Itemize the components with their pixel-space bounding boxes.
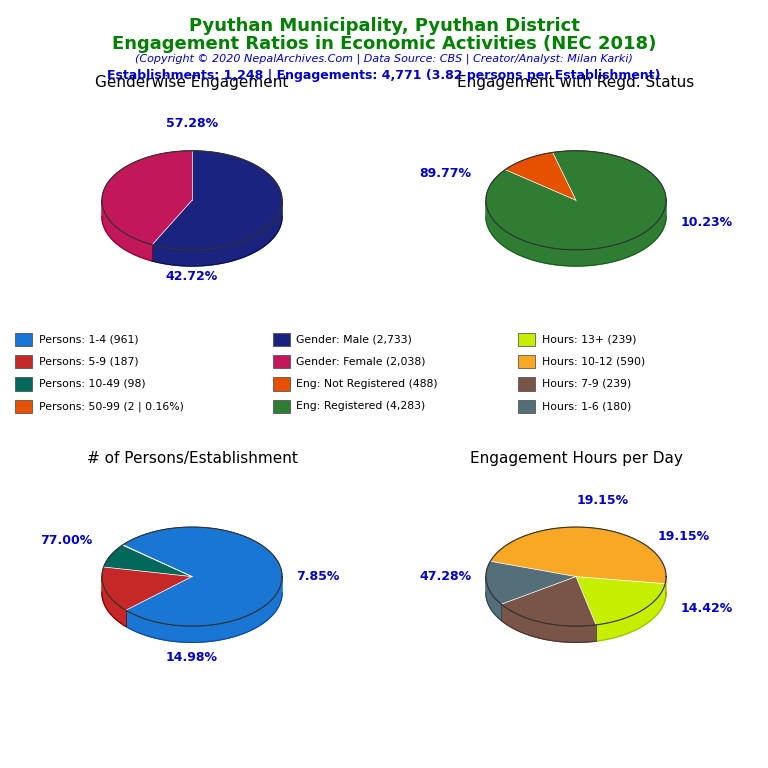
Text: (Copyright © 2020 NepalArchives.Com | Data Source: CBS | Creator/Analyst: Milan : (Copyright © 2020 NepalArchives.Com | Da… [135,54,633,65]
Text: Pyuthan Municipality, Pyuthan District: Pyuthan Municipality, Pyuthan District [189,17,579,35]
Polygon shape [126,577,282,642]
Title: # of Persons/Establishment: # of Persons/Establishment [87,451,297,466]
Polygon shape [102,151,192,245]
Polygon shape [123,527,282,626]
Text: 89.77%: 89.77% [419,167,472,180]
Text: Gender: Female (2,038): Gender: Female (2,038) [296,356,426,367]
Title: Engagement with Regd. Status: Engagement with Regd. Status [458,74,694,90]
Polygon shape [490,527,666,584]
Text: Persons: 50-99 (2 | 0.16%): Persons: 50-99 (2 | 0.16%) [39,401,184,412]
Text: Eng: Registered (4,283): Eng: Registered (4,283) [296,401,425,412]
Polygon shape [502,604,596,642]
Text: Persons: 10-49 (98): Persons: 10-49 (98) [39,379,146,389]
Text: Hours: 10-12 (590): Hours: 10-12 (590) [542,356,645,367]
Polygon shape [152,200,282,266]
Text: Engagement Ratios in Economic Activities (NEC 2018): Engagement Ratios in Economic Activities… [112,35,656,52]
Title: Engagement Hours per Day: Engagement Hours per Day [469,451,683,466]
Text: 77.00%: 77.00% [40,534,92,547]
Text: Eng: Not Registered (488): Eng: Not Registered (488) [296,379,438,389]
Polygon shape [502,577,596,626]
Text: 10.23%: 10.23% [680,217,733,230]
Polygon shape [486,561,576,604]
Polygon shape [486,151,666,250]
Polygon shape [152,151,282,250]
Text: 19.15%: 19.15% [658,530,710,542]
Text: 7.85%: 7.85% [296,570,339,583]
Text: 57.28%: 57.28% [166,118,218,131]
Polygon shape [665,576,666,600]
Polygon shape [505,152,576,200]
Text: Gender: Male (2,733): Gender: Male (2,733) [296,334,412,345]
Text: 42.72%: 42.72% [166,270,218,283]
Polygon shape [104,545,192,577]
Text: Persons: 5-9 (187): Persons: 5-9 (187) [39,356,139,367]
Polygon shape [102,576,126,627]
Title: Genderwise Engagement: Genderwise Engagement [95,74,289,90]
Polygon shape [102,200,152,261]
Polygon shape [102,567,192,611]
Polygon shape [596,584,665,641]
Text: Establishments: 1,248 | Engagements: 4,771 (3.82 persons per Establishment): Establishments: 1,248 | Engagements: 4,7… [108,69,660,82]
Text: 14.98%: 14.98% [166,651,218,664]
Polygon shape [576,577,665,625]
Text: 47.28%: 47.28% [419,570,472,583]
Polygon shape [122,545,192,577]
Text: Hours: 1-6 (180): Hours: 1-6 (180) [542,401,631,412]
Polygon shape [486,200,666,266]
Text: Persons: 1-4 (961): Persons: 1-4 (961) [39,334,139,345]
Text: Hours: 7-9 (239): Hours: 7-9 (239) [542,379,631,389]
Text: 14.42%: 14.42% [680,601,733,614]
Polygon shape [486,576,502,621]
Text: 19.15%: 19.15% [577,494,629,507]
Text: Hours: 13+ (239): Hours: 13+ (239) [542,334,637,345]
